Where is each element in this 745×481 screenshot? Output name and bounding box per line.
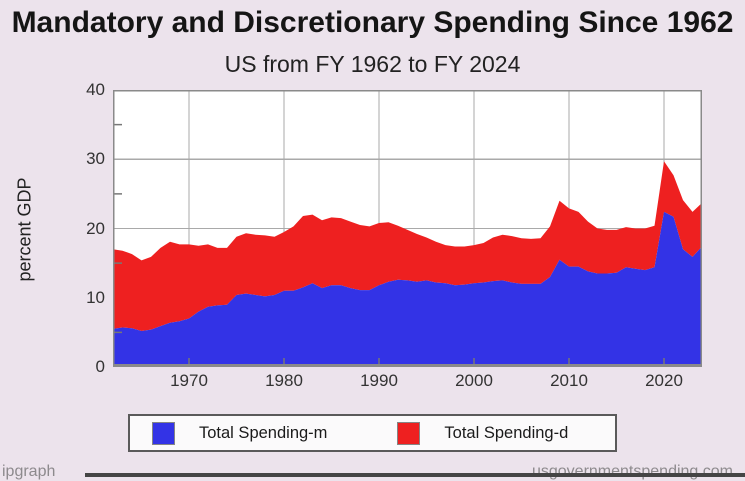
bottom-bar — [85, 473, 745, 477]
legend-label-mandatory: Total Spending-m — [199, 423, 328, 442]
x-tick-label: 1970 — [170, 371, 208, 390]
x-tick-label: 1980 — [265, 371, 303, 390]
watermark-left: ipgraph — [2, 463, 56, 480]
watermark-right: usgovernmentspending.com — [531, 463, 733, 480]
y-tick-label: 10 — [86, 287, 105, 307]
chart-title: Mandatory and Discretionary Spending Sin… — [11, 6, 734, 39]
y-tick-label: 40 — [86, 80, 105, 99]
legend: Total Spending-m Total Spending-d — [128, 414, 617, 452]
y-tick-label: 0 — [95, 357, 105, 376]
legend-swatch-mandatory — [152, 421, 175, 445]
x-tick-label: 2020 — [645, 371, 683, 390]
x-tick-label: 1990 — [360, 371, 398, 390]
y-tick-label: 20 — [86, 218, 105, 238]
legend-swatch-discretionary — [397, 421, 421, 445]
y-axis-label: percent GDP — [14, 177, 35, 282]
chart-subtitle: US from FY 1962 to FY 2024 — [224, 51, 521, 77]
y-tick-label: 30 — [86, 149, 105, 169]
plot-area — [113, 90, 702, 367]
x-tick-label: 2000 — [455, 371, 493, 390]
legend-label-discretionary: Total Spending-d — [444, 423, 569, 442]
x-tick-label: 2010 — [550, 371, 588, 390]
